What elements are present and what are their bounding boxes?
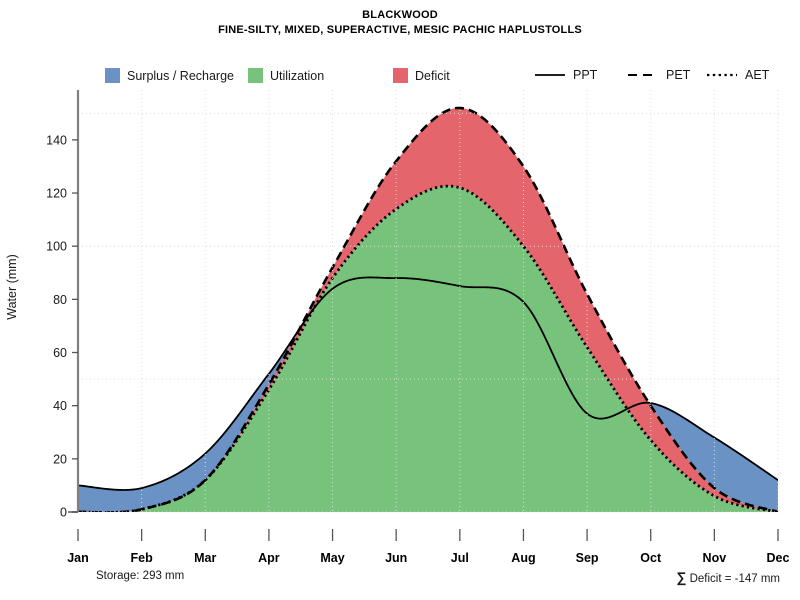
- svg-text:40: 40: [53, 399, 67, 413]
- legend-label-aet: AET: [745, 68, 770, 82]
- legend-label-ppt: PPT: [573, 68, 598, 82]
- svg-text:Nov: Nov: [703, 551, 727, 565]
- svg-text:140: 140: [46, 133, 67, 147]
- legend-item-aet: AET: [707, 68, 769, 82]
- square-swatch-icon: [393, 68, 408, 83]
- svg-text:0: 0: [60, 506, 67, 520]
- solid-line-sample-icon: [535, 74, 565, 76]
- legend-item-ppt: PPT: [535, 68, 597, 82]
- svg-text:120: 120: [46, 187, 67, 201]
- legend-item-surplus: Surplus / Recharge: [105, 68, 234, 83]
- svg-text:Jun: Jun: [385, 551, 407, 565]
- chart-title-block: BLACKWOOD FINE-SILTY, MIXED, SUPERACTIVE…: [0, 8, 800, 38]
- svg-text:Oct: Oct: [640, 551, 662, 565]
- svg-text:100: 100: [46, 240, 67, 254]
- deficit-annotation-text: Deficit = -147 mm: [689, 573, 780, 585]
- legend-label-utilization: Utilization: [270, 68, 325, 83]
- page-title: BLACKWOOD: [362, 9, 438, 21]
- svg-text:Jul: Jul: [451, 551, 469, 565]
- svg-text:May: May: [320, 551, 344, 565]
- svg-text:Sep: Sep: [576, 551, 599, 565]
- dashed-line-sample-icon: [628, 74, 658, 76]
- svg-text:Dec: Dec: [767, 551, 790, 565]
- legend-label-pet: PET: [666, 68, 691, 82]
- svg-text:20: 20: [53, 452, 67, 466]
- legend-item-pet: PET: [628, 68, 690, 82]
- svg-text:Jan: Jan: [67, 551, 89, 565]
- svg-text:Feb: Feb: [131, 551, 154, 565]
- svg-text:80: 80: [53, 293, 67, 307]
- legend-label-deficit: Deficit: [415, 68, 450, 83]
- dotted-line-sample-icon: [707, 73, 737, 77]
- legend-item-deficit: Deficit: [393, 68, 450, 83]
- svg-text:Mar: Mar: [194, 551, 216, 565]
- storage-annotation: Storage: 293 mm: [96, 570, 185, 582]
- svg-text:60: 60: [53, 346, 67, 360]
- legend-item-utilization: Utilization: [248, 68, 324, 83]
- svg-text:Apr: Apr: [258, 551, 280, 565]
- legend-label-surplus: Surplus / Recharge: [127, 68, 235, 83]
- square-swatch-icon: [248, 68, 263, 83]
- square-swatch-icon: [105, 68, 120, 83]
- chart-legend: Surplus / Recharge Utilization Deficit P…: [0, 68, 800, 88]
- deficit-annotation: ∑ Deficit = -147 mm: [676, 569, 780, 585]
- chart-subtitle: FINE-SILTY, MIXED, SUPERACTIVE, MESIC PA…: [218, 24, 582, 36]
- svg-text:Aug: Aug: [511, 551, 535, 565]
- y-axis-label: Water (mm): [5, 254, 19, 320]
- sigma-icon: ∑: [676, 569, 687, 585]
